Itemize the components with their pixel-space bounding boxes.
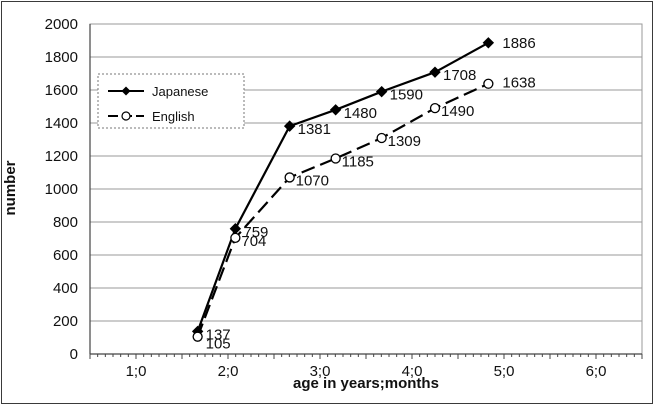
series-markers <box>191 37 495 342</box>
x-tick-label: 6;0 <box>586 363 607 380</box>
axes <box>89 23 643 359</box>
data-label-japanese: 1708 <box>443 67 476 84</box>
marker-japanese <box>375 85 388 98</box>
x-tick-label: 1;0 <box>126 363 147 380</box>
marker-english <box>376 132 387 144</box>
data-label-english: 1070 <box>296 172 329 189</box>
marker-japanese <box>482 37 495 49</box>
data-label-english: 1185 <box>342 153 374 170</box>
legend-box <box>97 73 245 129</box>
marker-japanese <box>283 120 296 132</box>
legend-label-english: English <box>152 109 195 124</box>
y-tick-label: 1800 <box>45 49 78 66</box>
y-tick-labels: 0 200 400 600 800 1000 1200 1400 1600 1800 2000 <box>45 16 78 363</box>
y-tick-label: 400 <box>53 280 78 297</box>
legend-label-japanese: Japanese <box>152 84 208 99</box>
data-label-japanese: 1480 <box>344 105 377 122</box>
marker-english <box>284 172 295 183</box>
data-label-english: 1309 <box>388 133 421 150</box>
data-label-japanese: 759 <box>243 224 268 241</box>
y-tick-label: 200 <box>53 313 78 330</box>
y-tick-label: 1600 <box>45 82 78 99</box>
y-tick-label: 1400 <box>45 115 78 132</box>
x-tick-labels: 1;0 2;0 3;0 4;0 5;0 6;0 <box>126 363 607 380</box>
data-label-english: 704 <box>241 233 266 250</box>
data-label-english: 105 <box>206 336 231 353</box>
legend-swatch-marker <box>121 111 131 121</box>
data-label-english: 1490 <box>441 103 474 120</box>
marker-english <box>483 78 494 89</box>
marker-japanese <box>229 223 242 235</box>
marker-english <box>230 232 241 243</box>
marker-english <box>192 331 203 342</box>
x-tick-label: 4;0 <box>402 363 423 380</box>
data-label-japanese: 1381 <box>298 121 331 138</box>
data-label-english: 1638 <box>502 75 535 92</box>
x-axis-title: age in years;months <box>293 375 439 392</box>
marker-japanese <box>329 104 342 116</box>
y-tick-label: 0 <box>70 346 78 363</box>
legend-swatch-marker <box>121 86 131 96</box>
y-tick-label: 600 <box>53 247 78 264</box>
data-label-japanese: 137 <box>206 326 231 343</box>
data-label-japanese: 1590 <box>390 87 423 104</box>
marker-japanese <box>429 66 441 78</box>
legend: Japanese English <box>97 73 245 129</box>
y-tick-label: 2000 <box>45 16 78 33</box>
x-tick-label: 2;0 <box>218 363 239 380</box>
y-tick-label: 800 <box>53 214 78 231</box>
x-tick-label: 3;0 <box>310 363 331 380</box>
marker-english <box>429 103 441 114</box>
y-tick-label: 1000 <box>45 181 78 198</box>
gridlines <box>90 23 642 322</box>
y-tick-label: 1200 <box>45 148 78 165</box>
data-labels: 137 759 1381 1480 1590 1708 1886 105 704 1070 1185… <box>206 35 536 353</box>
marker-english <box>330 153 341 164</box>
data-label-japanese: 1886 <box>502 35 535 52</box>
x-tick-label: 5;0 <box>494 363 515 380</box>
y-axis-title: number <box>2 160 19 215</box>
